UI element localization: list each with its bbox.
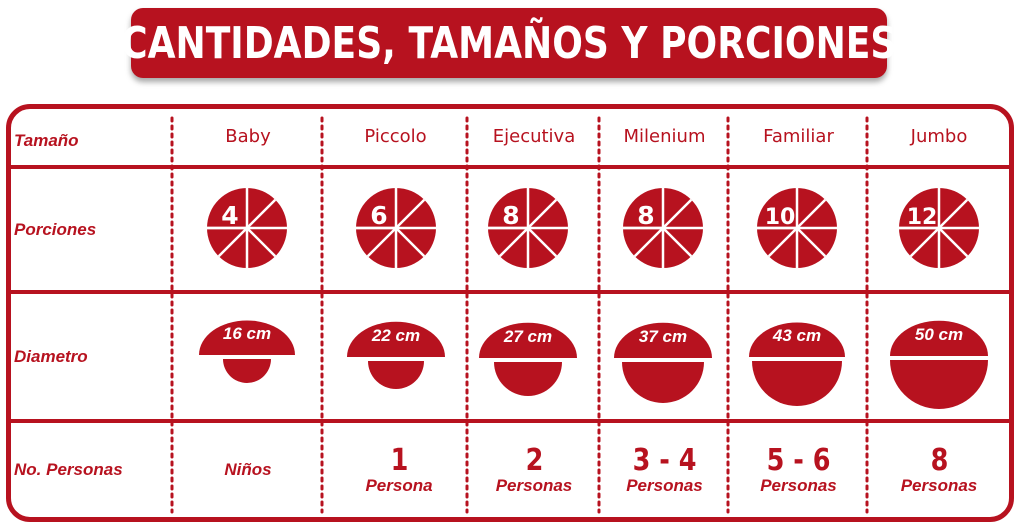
diameter-cap [347,321,445,357]
pizza-icon: 8 [488,188,568,268]
diameter-bowl [752,361,842,406]
diameter-value: 16 cm [223,324,271,343]
slice-line [938,198,969,229]
diameter-bowl [494,362,562,396]
row-label-portions: Porciones [14,220,97,239]
people-piccolo: 1 Persona [324,436,474,506]
size-header-ejecutiva: Ejecutiva [469,118,599,154]
size-header-familiar: Familiar [730,118,867,154]
row-label-diameter: Diametro [14,347,88,366]
sizes-table [6,104,1014,522]
slice-line [796,198,827,229]
size-name: Baby [225,125,271,147]
size-header-baby: Baby [174,118,322,154]
slice-line [909,227,940,258]
diameter-value: 37 cm [639,327,687,346]
people-word: Personas [495,476,573,495]
slice-line [527,227,558,258]
diameter-icon: 50 cm [890,320,988,409]
portion-count: 6 [370,201,387,230]
diameter-bowl [890,360,988,409]
slice-line [498,227,529,258]
slice-line [938,227,969,258]
slice-line [217,227,248,258]
people-word: Niños [224,460,272,479]
portion-count: 8 [502,201,519,230]
diameter-icon: 37 cm [614,322,712,403]
people-number: 8 [930,443,948,478]
people-milenium: 3 - 4 Personas [601,436,728,506]
portion-count: 4 [221,201,238,230]
pizza-icon: 10 [757,188,837,268]
slice-line [527,198,558,229]
diameter-cap [749,322,845,357]
people-number: 5 - 6 [766,443,831,478]
diameter-bowl [223,359,271,383]
people-word: Personas [900,476,978,495]
people-word: Persona [365,476,433,495]
pizza-icon: 4 [207,188,287,268]
slice-line [366,227,397,258]
slice-line [246,227,277,258]
people-word: Personas [760,476,837,495]
people-number: 3 - 4 [632,443,697,478]
portion-count: 12 [907,205,938,230]
people-number: 2 [525,443,543,478]
people-number: 1 [390,443,408,478]
diameter-icon: 43 cm [749,322,845,406]
diameter-icon: 22 cm [347,321,445,389]
row-label-people: No. Personas [14,460,123,479]
diameter-icon: 16 cm [199,320,295,383]
slice-line [395,227,426,258]
slice-line [662,227,693,258]
portion-count: 8 [637,201,654,230]
size-name: Ejecutiva [492,125,576,147]
people-familiar: 5 - 6 Personas [730,436,867,506]
slice-line [662,198,693,229]
row-label-size: Tamaño [14,130,79,150]
page-title: CANTIDADES, TAMAÑOS Y PORCIONES [121,17,897,69]
diameter-value: 50 cm [915,325,963,344]
diameter-value: 27 cm [503,327,552,346]
size-name: Milenium [623,125,706,147]
diameter-value: 22 cm [371,326,420,345]
slice-line [246,198,277,229]
slice-line [633,227,664,258]
diameter-bowl [622,362,704,403]
pizza-icon: 8 [623,188,703,268]
diameter-cap [614,322,712,358]
diameter-bowl [368,361,424,389]
diameter-cap [479,322,577,358]
people-ejecutiva: 2 Personas [469,436,599,506]
people-baby: Niños [174,424,322,516]
slice-line [796,227,827,258]
size-header-milenium: Milenium [601,118,728,154]
slice-line [395,198,426,229]
size-name: Familiar [763,125,834,147]
slice-line [767,227,798,258]
people-word: Personas [626,476,703,495]
diameter-cap [890,320,988,356]
size-header-jumbo: Jumbo [869,118,1009,154]
title-banner: CANTIDADES, TAMAÑOS Y PORCIONES [121,8,897,78]
portion-count: 10 [765,205,796,230]
size-header-piccolo: Piccolo [324,118,467,154]
size-name: Piccolo [364,125,427,147]
diameter-cap [199,320,295,355]
pizza-icon: 6 [356,188,436,268]
people-jumbo: 8 Personas [869,436,1009,506]
diameter-value: 43 cm [772,326,821,345]
size-name: Jumbo [910,125,968,147]
diameter-icon: 27 cm [479,322,577,396]
pizza-icon: 12 [899,188,979,268]
